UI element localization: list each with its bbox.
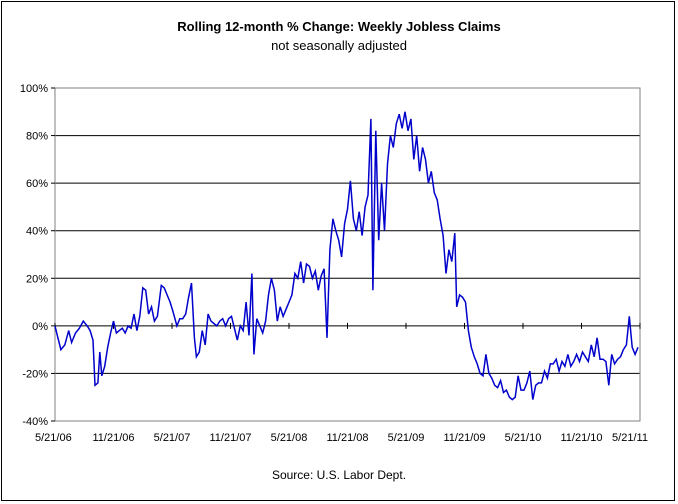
chart-source: Source: U.S. Labor Dept. bbox=[271, 468, 407, 482]
x-tick-label: 5/21/07 bbox=[154, 432, 191, 444]
x-tick-label: 5/21/06 bbox=[35, 432, 72, 444]
plot-area bbox=[54, 87, 641, 422]
chart-title: Rolling 12-month % Change: Weekly Jobles… bbox=[177, 19, 501, 34]
gridlines bbox=[55, 87, 640, 422]
y-tick-label: -20% bbox=[22, 368, 48, 380]
y-tick-label: 40% bbox=[26, 226, 48, 238]
x-axis: 5/21/06 11/21/06 5/21/07 11/21/07 5/21/08 11/… bbox=[35, 322, 648, 444]
series-line bbox=[54, 111, 639, 401]
x-tick-label: 11/21/09 bbox=[443, 432, 485, 444]
y-tick-label: 60% bbox=[26, 178, 48, 190]
y-axis: -40% -20% 0% 20% 40% 60% 80% 100% bbox=[20, 83, 55, 428]
y-tick-label: 100% bbox=[20, 83, 48, 95]
x-tick-label: 5/21/10 bbox=[505, 432, 542, 444]
x-tick-label: 5/21/09 bbox=[388, 432, 425, 444]
x-tick-label: 11/21/08 bbox=[326, 432, 368, 444]
y-tick-label: 20% bbox=[26, 273, 48, 285]
y-tick-label: -40% bbox=[22, 416, 48, 428]
y-tick-label: 0% bbox=[32, 321, 48, 333]
x-tick-label: 11/21/06 bbox=[92, 432, 134, 444]
x-tick-label: 11/21/07 bbox=[209, 432, 251, 444]
x-tick-label: 5/21/08 bbox=[271, 432, 308, 444]
y-tick-label: 80% bbox=[26, 131, 48, 143]
x-tick-label: 11/21/10 bbox=[560, 432, 602, 444]
x-tick-label: 5/21/11 bbox=[612, 432, 648, 444]
chart-subtitle: not seasonally adjusted bbox=[271, 38, 407, 53]
